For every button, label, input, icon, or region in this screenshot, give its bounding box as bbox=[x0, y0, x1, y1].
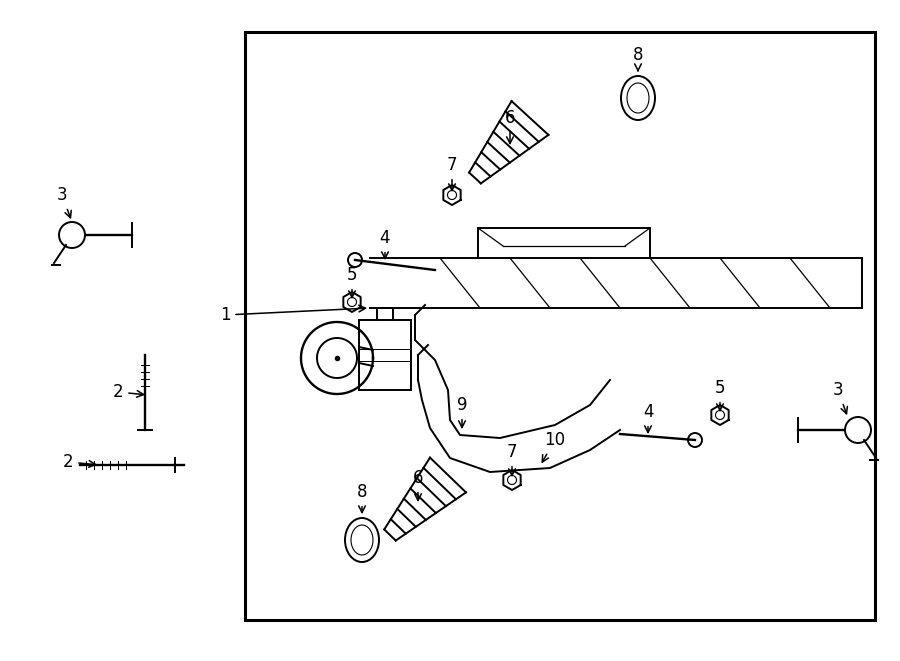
Text: 4: 4 bbox=[380, 229, 391, 258]
Text: 1: 1 bbox=[220, 305, 365, 324]
Text: 10: 10 bbox=[542, 431, 565, 462]
Text: 8: 8 bbox=[633, 46, 643, 71]
Text: 3: 3 bbox=[832, 381, 848, 414]
Bar bbox=[245, 32, 875, 620]
Text: 5: 5 bbox=[346, 266, 357, 297]
Text: 3: 3 bbox=[57, 186, 71, 217]
Text: 6: 6 bbox=[413, 469, 423, 500]
Text: 4: 4 bbox=[643, 403, 653, 432]
Text: 9: 9 bbox=[456, 396, 467, 428]
Text: 7: 7 bbox=[507, 443, 517, 475]
Text: 2: 2 bbox=[112, 383, 143, 401]
Text: 7: 7 bbox=[446, 156, 457, 190]
Text: 6: 6 bbox=[505, 109, 515, 143]
Text: 8: 8 bbox=[356, 483, 367, 512]
Text: 2: 2 bbox=[63, 453, 95, 471]
Text: 5: 5 bbox=[715, 379, 725, 410]
